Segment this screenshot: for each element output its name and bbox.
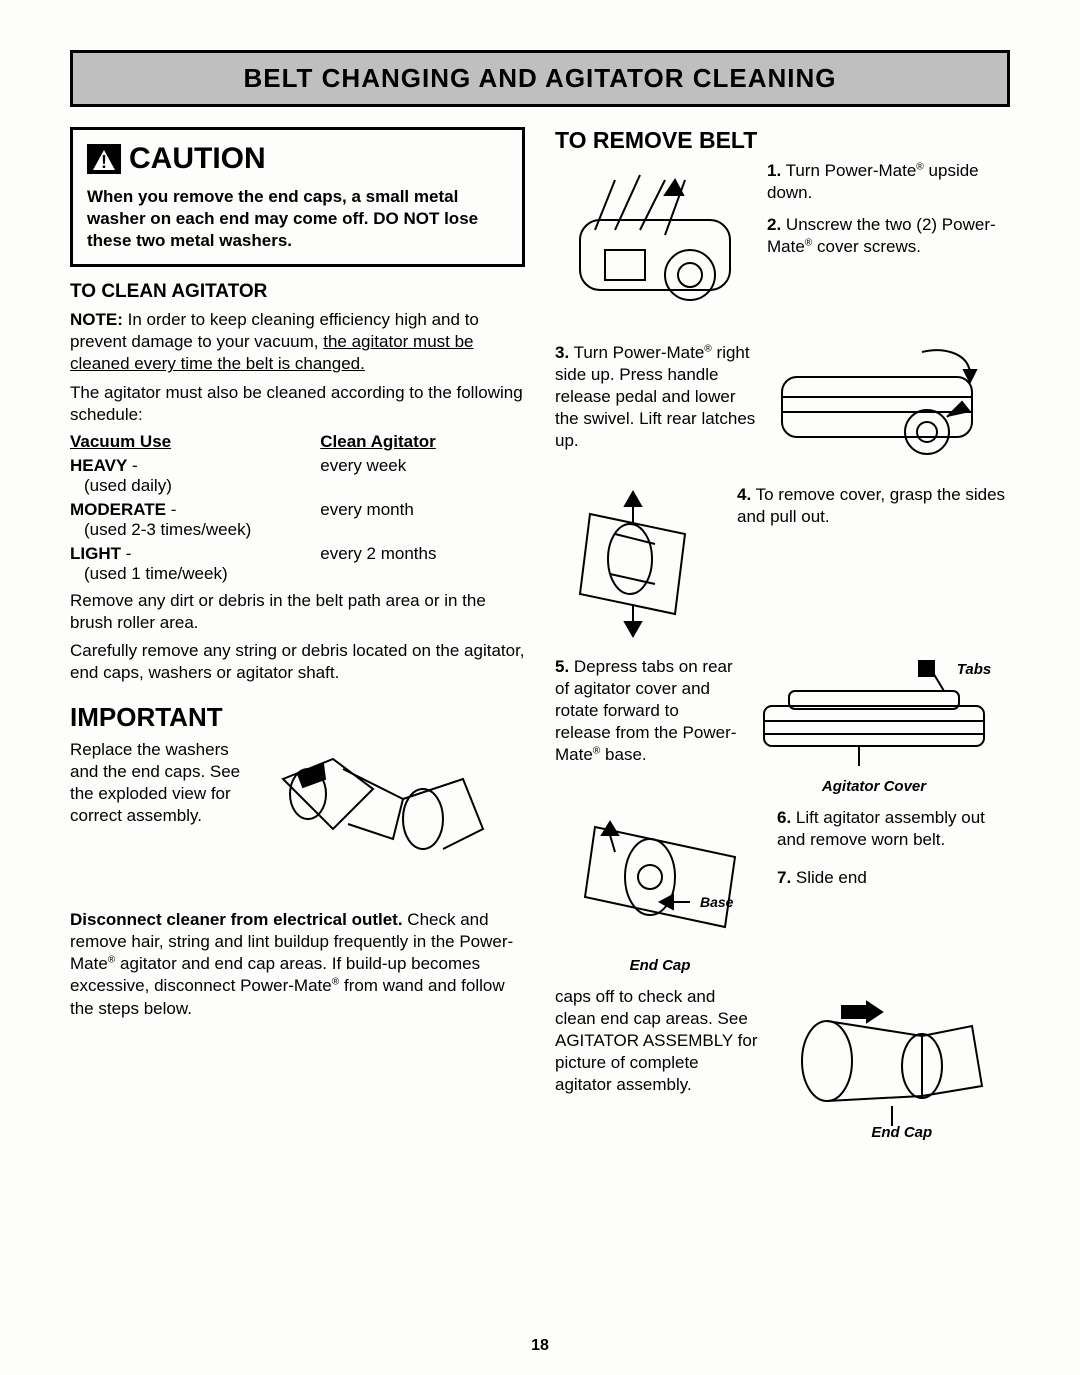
freq: every 2 months bbox=[320, 544, 525, 584]
remove-belt-head: TO REMOVE BELT bbox=[555, 127, 1010, 154]
s7: Slide end bbox=[791, 868, 867, 887]
use-sub: (used daily) bbox=[70, 476, 172, 495]
s4: To remove cover, grasp the sides and pul… bbox=[737, 485, 1005, 526]
use-bold: MODERATE bbox=[70, 500, 166, 519]
s2b: cover screws. bbox=[812, 237, 921, 256]
s3: Turn Power-Mate bbox=[569, 343, 704, 362]
s2a: 2. bbox=[767, 215, 781, 234]
use-sub: (used 2-3 times/week) bbox=[70, 520, 251, 539]
label-endcap2: End Cap bbox=[812, 1124, 992, 1141]
sched-row: LIGHT -(used 1 time/week) every 2 months bbox=[70, 544, 525, 584]
caps-tail: caps off to check and clean end cap area… bbox=[555, 986, 760, 1096]
fig-step3 bbox=[772, 342, 982, 472]
use-dash: - bbox=[121, 544, 131, 563]
important-head: IMPORTANT bbox=[70, 702, 525, 733]
use-dash: - bbox=[166, 500, 176, 519]
label-base-svg: Base bbox=[700, 894, 734, 910]
label-ag-cover: Agitator Cover bbox=[749, 778, 999, 795]
important-text: Replace the washers and the end caps. Se… bbox=[70, 739, 243, 827]
s6a: 6. bbox=[777, 808, 791, 827]
freq: every week bbox=[320, 456, 525, 496]
left-p1: Remove any dirt or debris in the belt pa… bbox=[70, 590, 525, 634]
caution-body: When you remove the end caps, a small me… bbox=[87, 186, 508, 252]
s5a: 5. bbox=[555, 657, 569, 676]
page-number: 18 bbox=[531, 1337, 549, 1355]
sched-header: Vacuum Use Clean Agitator bbox=[70, 432, 525, 452]
right-column: TO REMOVE BELT 1. bbox=[555, 127, 1010, 1153]
use-dash: - bbox=[127, 456, 137, 475]
s1a: 1. bbox=[767, 161, 781, 180]
left-column: ! CAUTION When you remove the end caps, … bbox=[70, 127, 525, 1153]
s6: Lift agitator assembly out and remove wo… bbox=[777, 808, 985, 849]
disconnect-para: Disconnect cleaner from electrical outle… bbox=[70, 909, 525, 1019]
clean-agitator-head: TO CLEAN AGITATOR bbox=[70, 281, 525, 303]
label-tabs: Tabs bbox=[949, 661, 999, 678]
svg-text:!: ! bbox=[101, 152, 107, 172]
use-sub: (used 1 time/week) bbox=[70, 564, 228, 583]
warning-icon: ! bbox=[87, 144, 121, 174]
fig-endcap: End Cap bbox=[772, 986, 992, 1141]
label-endcap: End Cap bbox=[555, 957, 765, 974]
note-para: NOTE: In order to keep cleaning efficien… bbox=[70, 309, 525, 375]
sched-head-freq: Clean Agitator bbox=[320, 432, 525, 452]
freq: every month bbox=[320, 500, 525, 540]
section-banner: BELT CHANGING AND AGITATOR CLEANING bbox=[70, 50, 1010, 107]
sched-row: MODERATE -(used 2-3 times/week) every mo… bbox=[70, 500, 525, 540]
caution-title: CAUTION bbox=[129, 142, 266, 176]
sched-head-use: Vacuum Use bbox=[70, 432, 320, 452]
fig-step6: Base End Cap bbox=[555, 807, 765, 974]
use-bold: HEAVY bbox=[70, 456, 127, 475]
caution-box: ! CAUTION When you remove the end caps, … bbox=[70, 127, 525, 267]
s1: Turn Power-Mate bbox=[781, 161, 916, 180]
sched-row: HEAVY -(used daily) every week bbox=[70, 456, 525, 496]
fig-step5: Tabs Agitator Cover bbox=[749, 656, 999, 795]
fig-step4 bbox=[555, 484, 725, 644]
s4a: 4. bbox=[737, 485, 751, 504]
s5b: base. bbox=[600, 745, 646, 764]
s3a: 3. bbox=[555, 343, 569, 362]
use-bold: LIGHT bbox=[70, 544, 121, 563]
s7a: 7. bbox=[777, 868, 791, 887]
fig-step1 bbox=[555, 160, 755, 330]
assembly-figure bbox=[253, 739, 503, 889]
disconnect-bold: Disconnect cleaner from electrical outle… bbox=[70, 910, 403, 929]
left-p2: Carefully remove any string or debris lo… bbox=[70, 640, 525, 684]
sched-intro: The agitator must also be cleaned accord… bbox=[70, 382, 525, 426]
note-label: NOTE: bbox=[70, 310, 123, 329]
